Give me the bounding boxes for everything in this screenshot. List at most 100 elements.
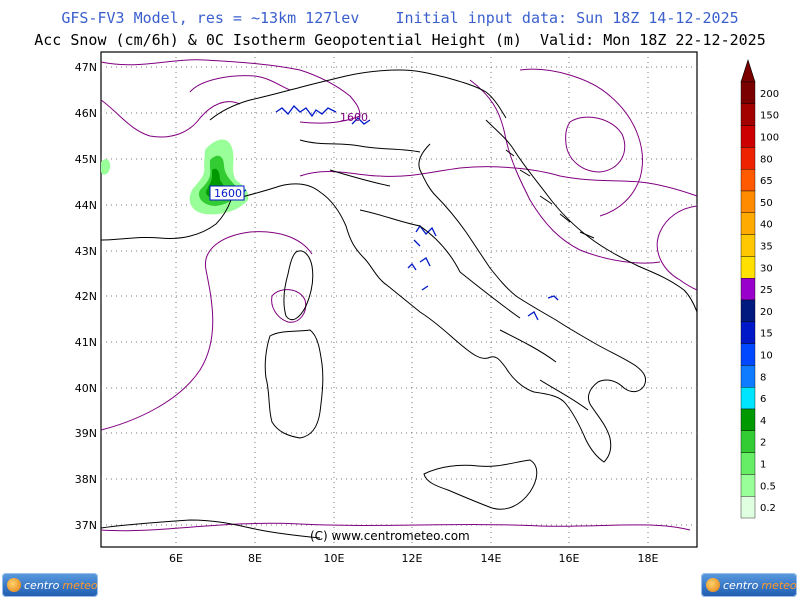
legend-swatch xyxy=(740,212,756,235)
lat-label: 39N xyxy=(75,427,97,440)
contour-label-1600-alps: 1600 xyxy=(214,187,242,200)
copyright-text: (C) www.centrometeo.com xyxy=(310,529,470,543)
isotherm-contours xyxy=(100,59,698,532)
legend-label: 65 xyxy=(760,176,773,187)
legend-label: 6 xyxy=(760,394,766,405)
legend-swatch xyxy=(740,190,756,213)
centrometeo-logo-left[interactable]: centro meteo xyxy=(2,573,98,597)
legend-swatch xyxy=(740,299,756,322)
isotherm-south-west xyxy=(100,231,313,431)
northern-border xyxy=(209,69,507,121)
lon-label: 14E xyxy=(481,552,502,565)
legend-swatch xyxy=(740,387,756,410)
lat-label: 45N xyxy=(75,153,97,166)
lon-axis: 6E 8E 10E 12E 14E 16E 18E xyxy=(169,552,658,565)
legend-label: 200 xyxy=(760,89,779,100)
africa-coastline xyxy=(100,519,321,539)
legend-swatch xyxy=(740,168,756,192)
blue-line-alps xyxy=(275,105,337,118)
corsica-coastline xyxy=(283,250,314,321)
legend-swatch xyxy=(740,496,756,519)
legend-label: 1 xyxy=(760,460,766,471)
legend-swatch xyxy=(740,278,756,301)
logo-word-a: centro xyxy=(24,578,60,592)
legend-label: 25 xyxy=(760,285,773,296)
isotherm-1600-north xyxy=(100,59,361,124)
blue-line-apennine-4 xyxy=(421,285,429,291)
sardinia-coastline xyxy=(264,329,324,439)
legend-label: 150 xyxy=(760,111,779,122)
legend-swatch xyxy=(740,365,756,388)
isotherm-east-outer xyxy=(519,68,643,217)
isotherm-west-top xyxy=(189,75,291,93)
legend-arrow-tip xyxy=(740,59,756,83)
legend-label: 80 xyxy=(760,154,773,165)
legend-label: 4 xyxy=(760,416,766,427)
legend-swatch xyxy=(740,430,756,453)
blue-line-apennine-1 xyxy=(415,224,437,237)
contour-labels: 1600 1600 xyxy=(209,111,368,201)
snow-legend: 200 150 100 80 65 50 40 35 30 25 20 15 10 8 6 4 2 1 0.5 0.2 xyxy=(740,59,779,519)
centrometeo-logo-right[interactable]: centro meteo xyxy=(701,573,797,597)
blue-line-apennine-2 xyxy=(413,239,421,247)
logo-word-b: meteo xyxy=(62,578,98,592)
legend-swatch xyxy=(740,125,756,148)
title-model-run: GFS-FV3 Model, res = ~13km 127lev Initia… xyxy=(61,9,739,27)
lat-label: 44N xyxy=(75,199,97,212)
isotherm-south-far xyxy=(100,522,691,532)
contour-label-box xyxy=(209,185,245,201)
legend-swatch xyxy=(740,81,756,104)
legend-label: 35 xyxy=(760,242,773,253)
lon-label: 6E xyxy=(169,552,183,565)
legend-label: 10 xyxy=(760,351,773,362)
lat-label: 46N xyxy=(75,107,97,120)
lat-label: 42N xyxy=(75,290,97,303)
region-borders xyxy=(299,139,589,411)
isotherm-north-loop xyxy=(100,99,241,138)
globe-icon xyxy=(706,578,720,592)
snow-area-corsica-edge xyxy=(101,159,111,175)
lon-label: 12E xyxy=(402,552,423,565)
lat-axis: 47N 46N 45N 44N 43N 42N 41N 40N 39N 38N … xyxy=(75,61,97,532)
isotherm-east-loop xyxy=(565,116,626,173)
legend-swatch xyxy=(740,408,756,431)
legend-label: 0.2 xyxy=(760,503,776,514)
isotherm-east-far xyxy=(656,205,698,291)
lat-label: 41N xyxy=(75,336,97,349)
legend-swatch xyxy=(740,474,756,497)
legend-label: 20 xyxy=(760,307,773,318)
balkan-coast xyxy=(485,119,698,313)
legend-label: 50 xyxy=(760,198,773,209)
blue-line-south-1 xyxy=(527,311,539,321)
blue-line-south-2 xyxy=(547,295,559,301)
islands-adriatic xyxy=(505,149,595,239)
legend-label: 100 xyxy=(760,133,779,144)
logo-word-b: meteo xyxy=(761,578,797,592)
lon-label: 18E xyxy=(638,552,659,565)
lat-label: 40N xyxy=(75,382,97,395)
legend-swatch xyxy=(740,343,756,366)
map-frame xyxy=(100,51,698,548)
legend-label: 2 xyxy=(760,438,766,449)
title-field-valid: Acc Snow (cm/6h) & 0C Isotherm Geopotent… xyxy=(34,31,766,49)
sicily-coastline xyxy=(423,459,538,510)
isotherm-central xyxy=(299,166,698,197)
logo-word-a: centro xyxy=(723,578,759,592)
legend-swatch xyxy=(740,256,756,279)
lon-label: 16E xyxy=(559,552,580,565)
lat-label: 43N xyxy=(75,245,97,258)
isotherm-adriatic xyxy=(469,79,661,264)
coastlines xyxy=(100,69,698,539)
legend-swatch xyxy=(740,321,756,344)
globe-icon xyxy=(7,578,21,592)
legend-label: 15 xyxy=(760,329,773,340)
legend-swatch xyxy=(740,103,756,126)
blue-line-abruzzo xyxy=(407,262,417,271)
legend-swatch xyxy=(740,234,756,257)
lat-label: 37N xyxy=(75,519,97,532)
lat-label: 47N xyxy=(75,61,97,74)
lon-label: 8E xyxy=(248,552,262,565)
blue-line-apennine-3 xyxy=(419,257,431,267)
lon-label: 10E xyxy=(324,552,345,565)
